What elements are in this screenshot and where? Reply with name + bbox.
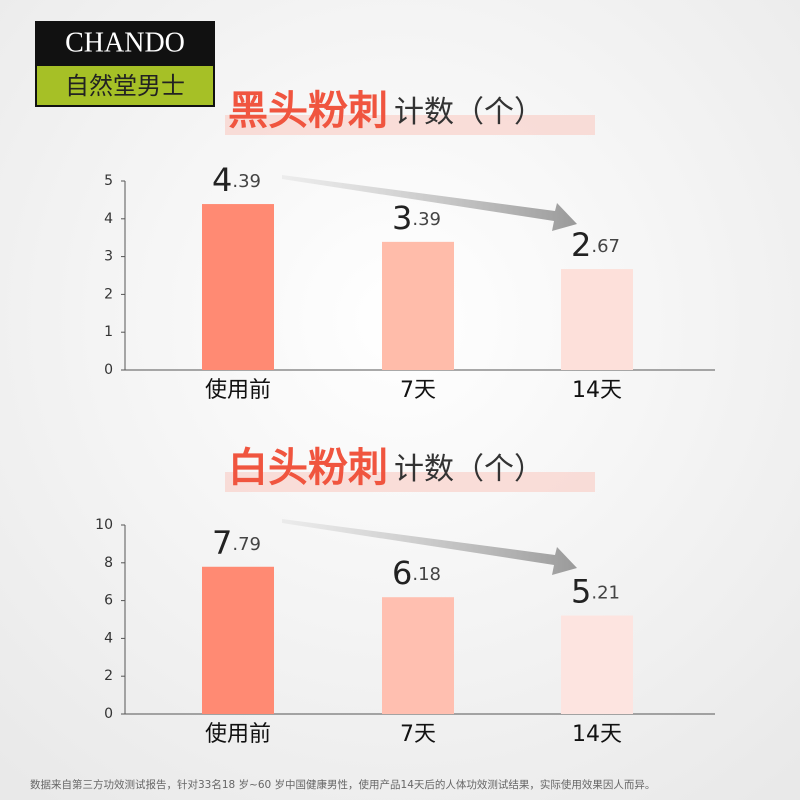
value-label: 5.21 bbox=[571, 573, 620, 611]
value-int: 3 bbox=[392, 199, 412, 237]
value-int: 7 bbox=[212, 524, 232, 562]
value-dec: .21 bbox=[591, 583, 620, 604]
y-tick-label: 5 bbox=[104, 173, 113, 189]
x-tick-label: 7天 bbox=[400, 378, 436, 403]
title-rest-text: 计数（个） bbox=[394, 95, 544, 130]
y-tick-label: 3 bbox=[104, 249, 113, 265]
value-dec: .39 bbox=[232, 171, 261, 192]
bar bbox=[382, 597, 454, 714]
title-highlight-text: 白头粉刺 bbox=[228, 445, 388, 491]
chart-title: 黑头粉刺 计数（个） bbox=[228, 88, 544, 134]
y-tick-label: 0 bbox=[104, 706, 113, 722]
x-tick-label: 7天 bbox=[400, 722, 436, 747]
value-label: 3.39 bbox=[392, 199, 441, 237]
value-label: 2.67 bbox=[571, 226, 620, 264]
value-dec: .67 bbox=[591, 236, 620, 257]
value-label: 6.18 bbox=[392, 554, 441, 592]
value-int: 6 bbox=[392, 554, 412, 592]
title-rest-text: 计数（个） bbox=[394, 452, 544, 487]
x-tick-label: 14天 bbox=[572, 378, 622, 403]
bar bbox=[202, 566, 274, 714]
x-tick-label: 使用前 bbox=[205, 378, 271, 403]
value-int: 4 bbox=[212, 161, 232, 199]
title-highlight bbox=[225, 472, 595, 492]
value-dec: .79 bbox=[232, 534, 261, 555]
y-tick-label: 2 bbox=[104, 286, 113, 302]
value-int: 2 bbox=[571, 226, 591, 264]
bar bbox=[561, 615, 633, 714]
x-tick-label: 使用前 bbox=[205, 722, 271, 747]
bar bbox=[202, 204, 274, 370]
value-label: 4.39 bbox=[212, 161, 261, 199]
value-int: 5 bbox=[571, 573, 591, 611]
y-tick-label: 1 bbox=[104, 324, 113, 340]
brand-subtitle: 自然堂男士 bbox=[65, 72, 185, 100]
y-tick-label: 6 bbox=[104, 593, 113, 609]
y-tick-label: 8 bbox=[104, 555, 113, 571]
y-tick-label: 10 bbox=[95, 517, 113, 533]
logo-frame bbox=[35, 21, 215, 107]
logo-bottom bbox=[36, 66, 214, 106]
title-highlight-text: 黑头粉刺 bbox=[228, 88, 388, 134]
y-tick-label: 0 bbox=[104, 362, 113, 378]
title-highlight bbox=[225, 115, 595, 135]
brand-name: CHANDO bbox=[65, 27, 185, 58]
trend-arrow bbox=[282, 519, 577, 575]
value-label: 7.79 bbox=[212, 524, 261, 562]
bar bbox=[561, 269, 633, 370]
logo-top bbox=[36, 22, 214, 66]
value-dec: .39 bbox=[412, 209, 441, 230]
y-tick-label: 2 bbox=[104, 668, 113, 684]
footnote: 数据来自第三方功效测试报告，针对33名18 岁~60 岁中国健康男性，使用产品1… bbox=[30, 778, 655, 791]
bar bbox=[382, 241, 454, 370]
trend-arrow bbox=[282, 175, 577, 231]
y-tick-label: 4 bbox=[104, 211, 113, 227]
x-tick-label: 14天 bbox=[572, 722, 622, 747]
chart-title: 白头粉刺 计数（个） bbox=[228, 445, 544, 491]
y-tick-label: 4 bbox=[104, 630, 113, 646]
value-dec: .18 bbox=[412, 564, 441, 585]
